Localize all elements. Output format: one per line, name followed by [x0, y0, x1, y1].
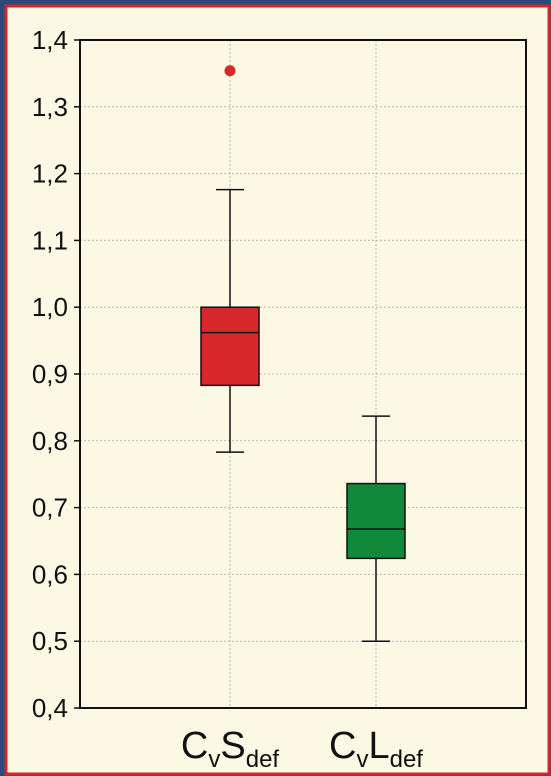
box-iqr: [346, 482, 406, 560]
box-plot-layer: [200, 65, 406, 642]
box-iqr: [200, 306, 260, 387]
y-tick-label: 0,6: [32, 559, 68, 589]
label-main: C: [329, 725, 356, 767]
y-tick-label: 1,3: [32, 92, 68, 122]
chart-panel: [4, 4, 551, 776]
box-group-1: [346, 415, 406, 642]
y-tick-label: 1,2: [32, 159, 68, 189]
y-tick-label: 1,0: [32, 292, 68, 322]
label-subscript: v: [356, 746, 368, 773]
label-main: C: [181, 725, 208, 767]
y-tick-label: 1,1: [32, 225, 68, 255]
x-axis-labels: CvSdef CvLdef: [181, 725, 423, 773]
label-subscript: def: [390, 746, 424, 773]
label-main: S: [220, 725, 245, 767]
label-subscript: v: [208, 746, 220, 773]
outlier-point: [224, 65, 236, 77]
y-tick-label: 0,9: [32, 359, 68, 389]
y-axis-ticks: 0,4 0,5 0,6 0,7 0,8 0,9 1,0 1,1 1,2 1,3 1,4: [32, 25, 80, 723]
label-main: L: [368, 725, 389, 767]
x-category-label: CvSdef: [181, 725, 280, 773]
y-tick-label: 0,8: [32, 426, 68, 456]
y-tick-label: 0,5: [32, 626, 68, 656]
label-subscript: def: [246, 746, 280, 773]
y-tick-label: 0,4: [32, 693, 68, 723]
plot-area: [79, 39, 527, 709]
y-tick-label: 1,4: [32, 25, 68, 55]
x-category-label: CvLdef: [329, 725, 423, 773]
y-tick-label: 0,7: [32, 493, 68, 523]
box-group-0: [200, 65, 260, 453]
